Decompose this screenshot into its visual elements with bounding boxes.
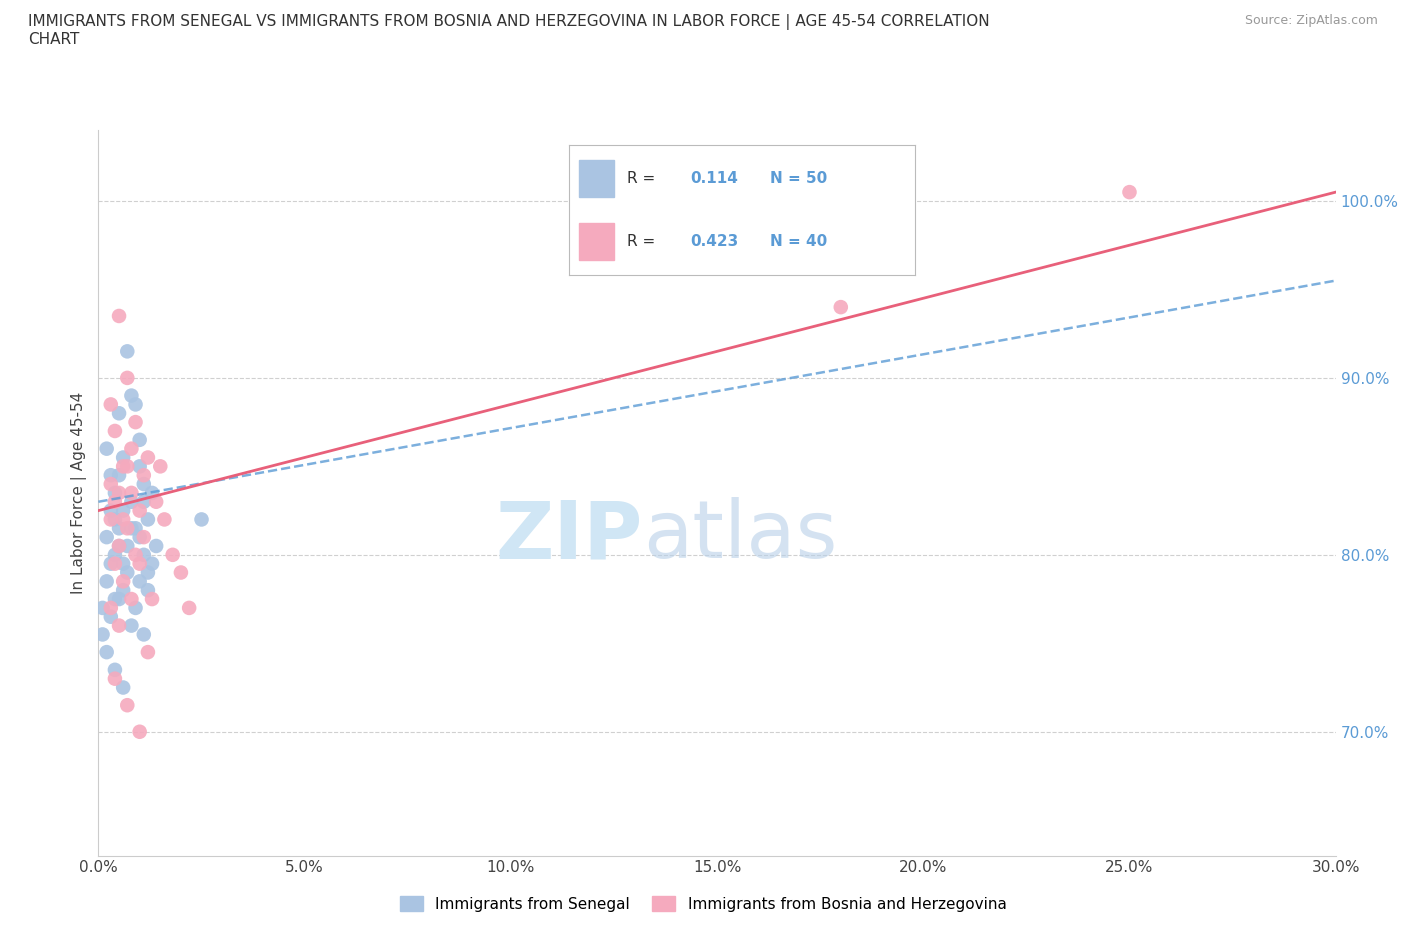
Point [96, 530, 118, 545]
Point [120, 495, 142, 510]
Point [117, 698, 139, 712]
Point [112, 458, 135, 473]
Point [124, 415, 146, 430]
Point [830, 299, 852, 314]
Point [117, 344, 139, 359]
Point [128, 458, 150, 473]
Point [108, 618, 131, 633]
Point [136, 450, 159, 465]
Point [120, 388, 142, 403]
Point [128, 530, 150, 545]
Point [100, 512, 122, 527]
Point [104, 512, 127, 527]
Point [132, 476, 155, 491]
Point [100, 468, 122, 483]
Text: Source: ZipAtlas.com: Source: ZipAtlas.com [1244, 14, 1378, 27]
Point [141, 485, 163, 500]
Point [132, 468, 155, 483]
Point [145, 495, 167, 510]
Point [104, 495, 127, 510]
Point [112, 512, 135, 527]
Point [179, 601, 201, 616]
Legend: Immigrants from Senegal, Immigrants from Bosnia and Herzegovina: Immigrants from Senegal, Immigrants from… [394, 889, 1012, 918]
Point [91, 601, 114, 616]
Point [100, 601, 122, 616]
Point [128, 724, 150, 739]
Point [108, 538, 131, 553]
Point [136, 512, 159, 527]
Point [108, 538, 131, 553]
Point [112, 574, 135, 589]
Point [100, 476, 122, 491]
Point [132, 548, 155, 563]
Point [124, 397, 146, 412]
Point [112, 556, 135, 571]
Point [108, 591, 131, 606]
Point [145, 538, 167, 553]
Point [136, 583, 159, 598]
Point [104, 591, 127, 606]
Point [104, 671, 127, 686]
Point [108, 485, 131, 500]
Point [162, 548, 184, 563]
Point [91, 627, 114, 642]
Point [128, 556, 150, 571]
Point [100, 609, 122, 624]
Text: ZIP: ZIP [495, 498, 643, 576]
Point [141, 556, 163, 571]
Point [120, 591, 142, 606]
Point [120, 618, 142, 633]
Point [112, 450, 135, 465]
Point [96, 644, 118, 659]
Point [117, 538, 139, 553]
Point [100, 556, 122, 571]
Point [190, 512, 212, 527]
Point [104, 485, 127, 500]
Point [100, 503, 122, 518]
Point [128, 503, 150, 518]
Point [112, 503, 135, 518]
Point [170, 565, 193, 580]
Point [141, 591, 163, 606]
Text: atlas: atlas [643, 498, 837, 576]
Point [104, 548, 127, 563]
Point [120, 485, 142, 500]
Point [104, 556, 127, 571]
Point [132, 495, 155, 510]
Point [96, 441, 118, 456]
Point [124, 548, 146, 563]
Point [124, 601, 146, 616]
Point [112, 583, 135, 598]
Point [112, 680, 135, 695]
Point [153, 512, 176, 527]
Point [108, 309, 131, 324]
Point [120, 441, 142, 456]
Point [100, 397, 122, 412]
Point [104, 423, 127, 438]
Point [108, 521, 131, 536]
Point [117, 458, 139, 473]
Point [108, 468, 131, 483]
Point [136, 565, 159, 580]
Point [136, 644, 159, 659]
Point [120, 521, 142, 536]
Point [128, 432, 150, 447]
Point [117, 521, 139, 536]
Point [96, 574, 118, 589]
Point [104, 662, 127, 677]
Point [132, 627, 155, 642]
Point [1118, 185, 1140, 200]
Y-axis label: In Labor Force | Age 45-54: In Labor Force | Age 45-54 [72, 392, 87, 594]
Point [108, 405, 131, 420]
Point [132, 530, 155, 545]
Point [124, 521, 146, 536]
Text: IMMIGRANTS FROM SENEGAL VS IMMIGRANTS FROM BOSNIA AND HERZEGOVINA IN LABOR FORCE: IMMIGRANTS FROM SENEGAL VS IMMIGRANTS FR… [28, 14, 990, 47]
Point [128, 574, 150, 589]
Point [117, 565, 139, 580]
Point [149, 458, 172, 473]
Point [117, 370, 139, 385]
